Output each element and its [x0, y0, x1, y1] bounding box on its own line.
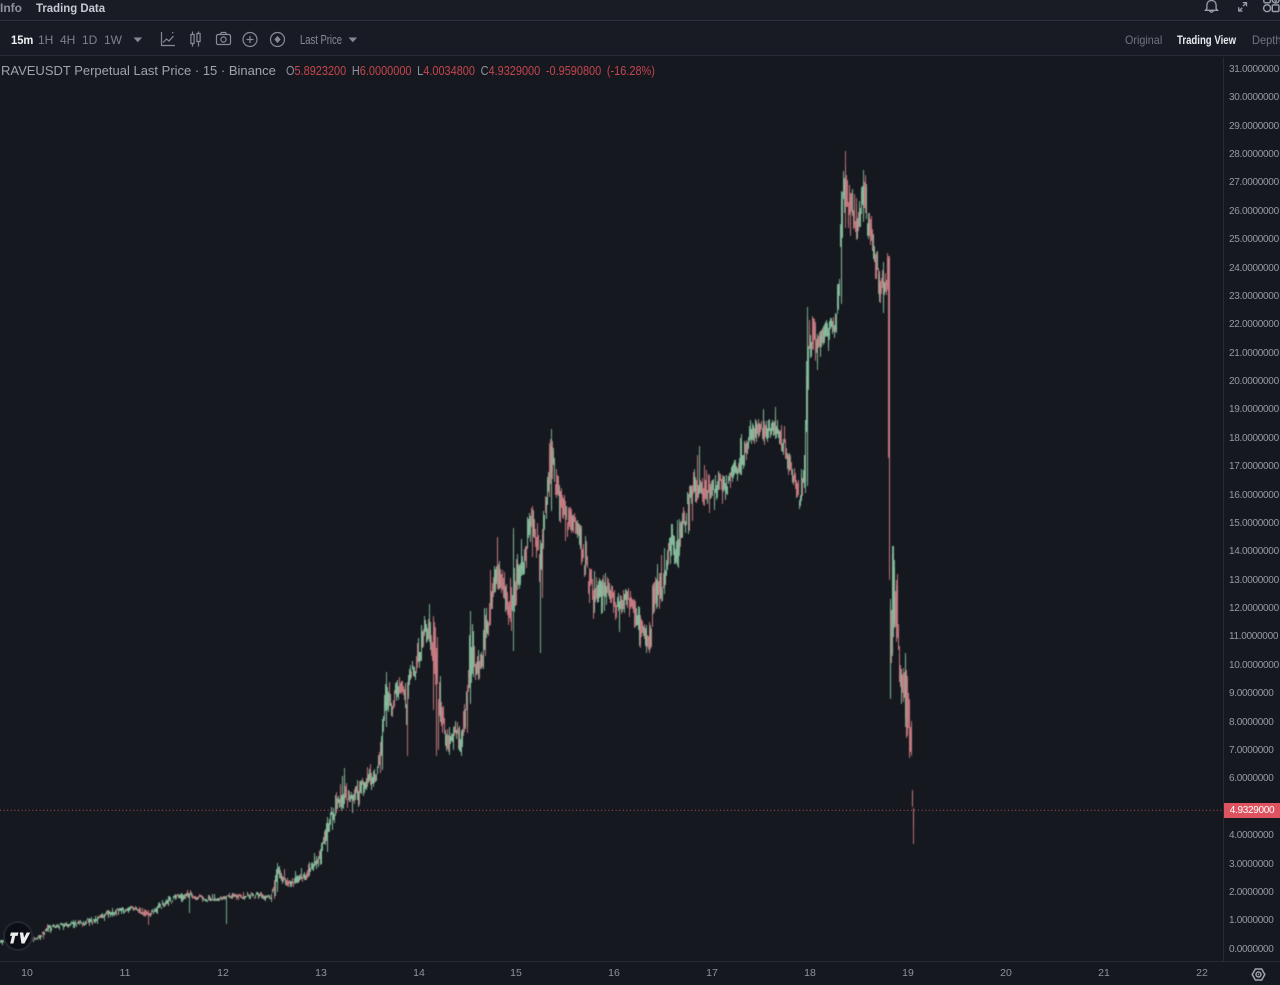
svg-text:Last Price: Last Price: [300, 33, 342, 47]
